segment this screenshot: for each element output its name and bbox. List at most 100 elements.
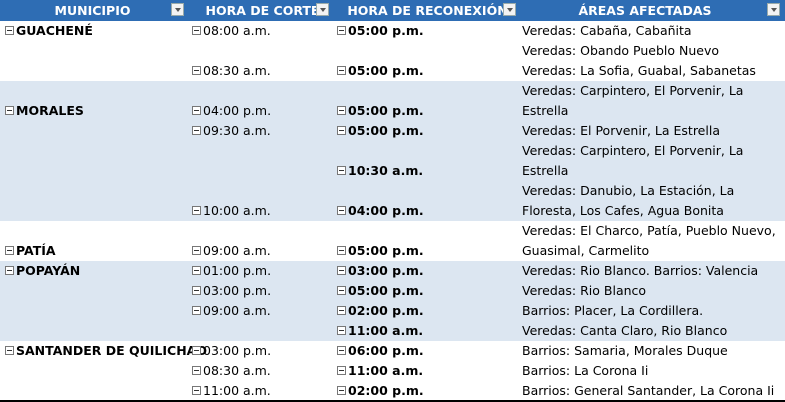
collapse-minus-icon[interactable] — [192, 126, 201, 135]
header-hora-reconexion: HORA DE RECONEXIÓN — [347, 3, 508, 18]
collapse-minus-icon[interactable] — [192, 286, 201, 295]
dropdown-filter-icon[interactable] — [171, 3, 184, 16]
hora-corte-cell: 09:00 a.m. — [192, 241, 271, 261]
area-cell: Veredas: Canta Claro, Rio Blanco — [522, 321, 727, 341]
table-row: 09:00 a.m. 02:00 p.m. Barrios: Placer, La … — [0, 301, 785, 321]
collapse-minus-icon[interactable] — [337, 206, 346, 215]
municipio-cell-text: PATÍA — [16, 243, 56, 258]
collapse-minus-icon[interactable] — [192, 66, 201, 75]
dropdown-filter-icon[interactable] — [316, 3, 329, 16]
hora-corte-cell-text: 09:00 a.m. — [203, 243, 271, 258]
table-header: MUNICIPIO HORA DE CORTE HORA DE RECONEXI… — [0, 0, 785, 21]
collapse-minus-icon[interactable] — [337, 266, 346, 275]
dropdown-filter-icon[interactable] — [767, 3, 780, 16]
collapse-minus-icon[interactable] — [337, 286, 346, 295]
collapse-minus-icon[interactable] — [192, 266, 201, 275]
hora-reconexion-cell: 05:00 p.m. — [337, 101, 424, 121]
municipio-cell-text: GUACHENÉ — [16, 23, 93, 38]
hora-corte-cell: 08:30 a.m. — [192, 61, 271, 81]
hora-corte-cell-text: 09:30 a.m. — [203, 123, 271, 138]
municipio-cell-text: SANTANDER DE QUILICHAO — [16, 343, 207, 358]
area-cell: Veredas: Rio Blanco — [522, 281, 646, 301]
hora-reconexion-cell: 10:30 a.m. — [337, 161, 423, 181]
area-cell-text: Veredas: Obando Pueblo Nuevo — [522, 43, 719, 58]
collapse-minus-icon[interactable] — [5, 26, 14, 35]
municipio-cell-text: POPAYÁN — [16, 263, 81, 278]
area-cell-text: Veredas: Rio Blanco. Barrios: Valencia — [522, 263, 759, 278]
hora-reconexion-cell-text: 10:30 a.m. — [348, 163, 424, 178]
hora-corte-cell-text: 08:30 a.m. — [203, 63, 271, 78]
hora-reconexion-cell: 11:00 a.m. — [337, 321, 423, 341]
hora-reconexion-cell-text: 05:00 p.m. — [348, 243, 424, 258]
area-cell-text: Estrella — [522, 103, 569, 118]
table-row: Veredas: El Charco, Patía, Pueblo Nuevo, — [0, 221, 785, 241]
hora-corte-cell: 08:00 a.m. — [192, 21, 271, 41]
area-cell-text: Veredas: Carpintero, El Porvenir, La — [522, 143, 744, 158]
collapse-minus-icon[interactable] — [192, 206, 201, 215]
hora-reconexion-cell-text: 04:00 p.m. — [348, 203, 424, 218]
hora-reconexion-cell: 02:00 p.m. — [337, 381, 424, 400]
collapse-minus-icon[interactable] — [337, 26, 346, 35]
table-row: PATÍA 09:00 a.m. 05:00 p.m. Guasimal, Carme… — [0, 241, 785, 261]
collapse-minus-icon[interactable] — [337, 246, 346, 255]
collapse-minus-icon[interactable] — [192, 346, 201, 355]
collapse-minus-icon[interactable] — [192, 306, 201, 315]
hora-corte-cell-text: 11:00 a.m. — [203, 383, 271, 398]
dropdown-filter-icon[interactable] — [503, 3, 516, 16]
table-row: POPAYÁN 01:00 p.m. 03:00 p.m. Veredas: Rio … — [0, 261, 785, 281]
area-cell-text: Veredas: El Charco, Patía, Pueblo Nuevo, — [522, 223, 776, 238]
collapse-minus-icon[interactable] — [5, 246, 14, 255]
hora-corte-cell-text: 10:00 a.m. — [203, 203, 271, 218]
area-cell-text: Veredas: La Sofia, Guabal, Sabanetas — [522, 63, 756, 78]
hora-reconexion-cell-text: 03:00 p.m. — [348, 263, 424, 278]
collapse-minus-icon[interactable] — [337, 366, 346, 375]
hora-reconexion-cell-text: 05:00 p.m. — [348, 103, 424, 118]
collapse-minus-icon[interactable] — [192, 246, 201, 255]
collapse-minus-icon[interactable] — [337, 306, 346, 315]
hora-corte-cell-text: 04:00 p.m. — [203, 103, 272, 118]
collapse-minus-icon[interactable] — [337, 66, 346, 75]
collapse-minus-icon[interactable] — [337, 346, 346, 355]
area-cell-text: Veredas: El Porvenir, La Estrella — [522, 123, 720, 138]
area-cell-text: Barrios: General Santander, La Corona Ii — [522, 383, 775, 398]
municipio-cell: SANTANDER DE QUILICHAO — [5, 341, 207, 361]
area-cell: Veredas: Cabaña, Cabañita — [522, 21, 692, 41]
collapse-minus-icon[interactable] — [192, 106, 201, 115]
table-row: 03:00 p.m. 05:00 p.m. Veredas: Rio Blanco — [0, 281, 785, 301]
area-cell: Barrios: Samaria, Morales Duque — [522, 341, 728, 361]
area-cell-text: Veredas: Cabaña, Cabañita — [522, 23, 692, 38]
collapse-minus-icon[interactable] — [5, 346, 14, 355]
hora-reconexion-cell: 03:00 p.m. — [337, 261, 424, 281]
hora-reconexion-cell: 05:00 p.m. — [337, 121, 424, 141]
hora-corte-cell: 11:00 a.m. — [192, 381, 271, 400]
area-cell: Veredas: Carpintero, El Porvenir, La — [522, 81, 743, 101]
table-row: 10:00 a.m. 04:00 p.m. Floresta, Los Cafes,… — [0, 201, 785, 221]
hora-reconexion-cell: 05:00 p.m. — [337, 281, 424, 301]
hora-corte-cell: 09:00 a.m. — [192, 301, 271, 321]
hora-reconexion-cell-text: 11:00 a.m. — [348, 363, 424, 378]
collapse-minus-icon[interactable] — [337, 126, 346, 135]
collapse-minus-icon[interactable] — [5, 106, 14, 115]
municipio-cell: POPAYÁN — [5, 261, 80, 281]
table-row: Veredas: Carpintero, El Porvenir, La — [0, 141, 785, 161]
collapse-minus-icon[interactable] — [337, 166, 346, 175]
collapse-minus-icon[interactable] — [5, 266, 14, 275]
collapse-minus-icon[interactable] — [337, 386, 346, 395]
area-cell-text: Estrella — [522, 163, 569, 178]
hora-corte-cell: 03:00 p.m. — [192, 341, 271, 361]
area-cell: Barrios: General Santander, La Corona Ii — [522, 381, 775, 400]
hora-corte-cell-text: 09:00 a.m. — [203, 303, 271, 318]
hora-reconexion-cell-text: 05:00 p.m. — [348, 123, 424, 138]
hora-corte-cell-text: 08:00 a.m. — [203, 23, 271, 38]
collapse-minus-icon[interactable] — [192, 366, 201, 375]
hora-corte-cell: 04:00 p.m. — [192, 101, 271, 121]
hora-reconexion-cell-text: 02:00 p.m. — [348, 303, 424, 318]
collapse-minus-icon[interactable] — [337, 326, 346, 335]
collapse-minus-icon[interactable] — [337, 106, 346, 115]
table-row: 09:30 a.m. 05:00 p.m. Veredas: El Porvenir… — [0, 121, 785, 141]
collapse-minus-icon[interactable] — [192, 26, 201, 35]
hora-reconexion-cell: 05:00 p.m. — [337, 61, 424, 81]
area-cell-text: Barrios: Placer, La Cordillera. — [522, 303, 704, 318]
collapse-minus-icon[interactable] — [192, 386, 201, 395]
